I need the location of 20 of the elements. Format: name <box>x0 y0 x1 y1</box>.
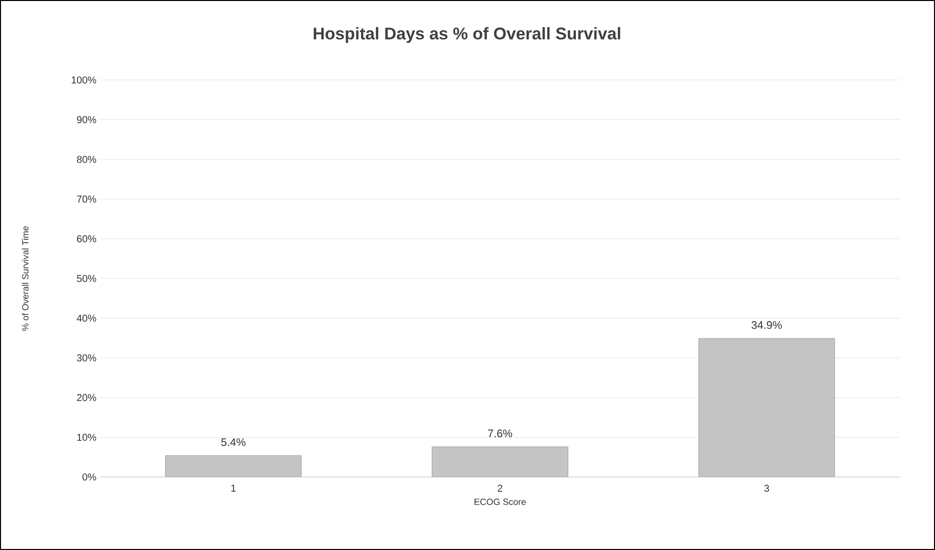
data-label: 5.4% <box>221 438 246 446</box>
y-tick-label: 80% <box>76 156 96 163</box>
x-tick-label: 1 <box>231 484 236 492</box>
y-tick-label: 20% <box>77 394 96 402</box>
x-tick-label: 3 <box>764 484 770 492</box>
x-tick-label: 2 <box>498 484 502 492</box>
chart-title: Hospital Days as % of Overall Survival <box>314 27 620 43</box>
y-tick-label: 40% <box>76 314 96 322</box>
y-tick-label: 50% <box>76 274 96 282</box>
y-tick-label: 100% <box>72 76 96 84</box>
x-axis-title: ECOG Score <box>474 498 526 506</box>
y-tick-label: 10% <box>77 434 96 441</box>
data-label: 7.6% <box>488 430 512 438</box>
y-tick-label: 0% <box>82 473 96 481</box>
y-tick-label: 70% <box>77 196 96 203</box>
y-tick-label: 30% <box>76 354 96 362</box>
y-axis-title: % of Overall Survival Time <box>22 226 28 331</box>
y-tick-label: 60% <box>77 235 96 242</box>
y-tick-label: 90% <box>77 116 96 124</box>
data-label: 34.9% <box>752 321 782 329</box>
